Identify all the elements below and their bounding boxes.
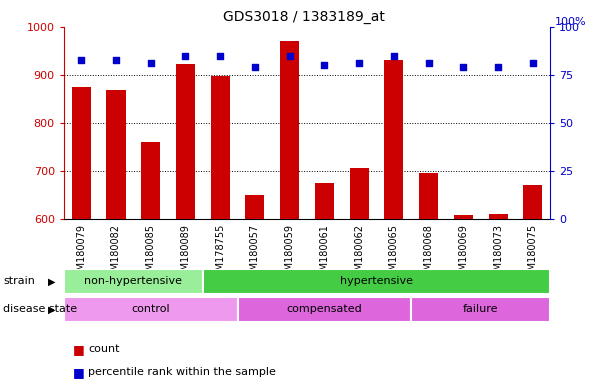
Bar: [72, 87, 91, 219]
Bar: [238, 297, 411, 322]
Point: [354, 60, 364, 66]
Bar: [350, 169, 368, 219]
Point: [528, 60, 537, 66]
Point: [111, 56, 121, 63]
Bar: [315, 183, 334, 219]
Text: ■: ■: [73, 366, 85, 379]
Text: disease state: disease state: [3, 304, 77, 314]
Point: [215, 53, 225, 59]
Point: [389, 53, 399, 59]
Text: non-hypertensive: non-hypertensive: [85, 276, 182, 286]
Text: 100%: 100%: [555, 17, 587, 27]
Text: compensated: compensated: [286, 304, 362, 314]
Point: [458, 64, 468, 70]
Bar: [141, 142, 161, 219]
Point: [493, 64, 503, 70]
Bar: [210, 76, 230, 219]
Bar: [246, 195, 264, 219]
Bar: [176, 64, 195, 219]
Text: ▶: ▶: [48, 304, 55, 314]
Bar: [64, 297, 238, 322]
Text: count: count: [88, 344, 120, 354]
Point: [424, 60, 434, 66]
Point: [77, 56, 86, 63]
Bar: [384, 61, 404, 219]
Text: percentile rank within the sample: percentile rank within the sample: [88, 367, 276, 377]
Bar: [411, 297, 550, 322]
Bar: [489, 214, 508, 219]
Text: failure: failure: [463, 304, 499, 314]
Text: control: control: [131, 304, 170, 314]
Text: ▶: ▶: [48, 276, 55, 286]
Bar: [523, 185, 542, 219]
Bar: [203, 269, 550, 294]
Bar: [106, 90, 125, 219]
Bar: [64, 269, 203, 294]
Bar: [419, 173, 438, 219]
Text: hypertensive: hypertensive: [340, 276, 413, 286]
Point: [146, 60, 156, 66]
Text: strain: strain: [3, 276, 35, 286]
Bar: [454, 215, 473, 219]
Point: [250, 64, 260, 70]
Text: GDS3018 / 1383189_at: GDS3018 / 1383189_at: [223, 10, 385, 23]
Point: [285, 53, 294, 59]
Point: [320, 62, 330, 68]
Bar: [280, 41, 299, 219]
Point: [181, 53, 190, 59]
Text: ■: ■: [73, 343, 85, 356]
